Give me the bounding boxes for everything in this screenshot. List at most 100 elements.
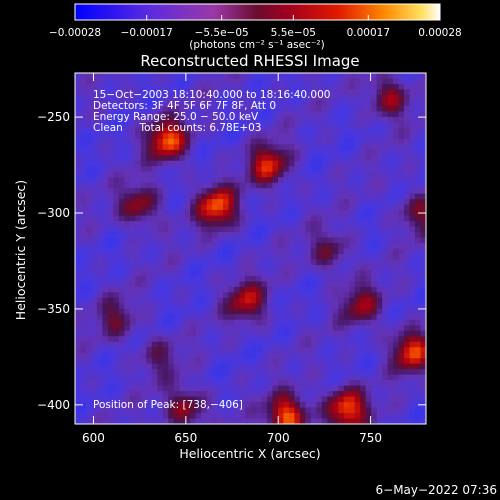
heatmap-cell [316,413,323,419]
heatmap-cell [382,188,389,195]
heatmap-cell [234,264,240,271]
heatmap-cell [382,319,389,326]
heatmap-cell [305,281,312,288]
heatmap-cell [398,275,405,282]
heatmap-cell [234,358,240,365]
image-plot [75,73,426,424]
heatmap-cell [404,369,410,376]
heatmap-cell [201,144,208,151]
heatmap-cell [310,78,317,85]
heatmap-cell [80,111,87,118]
heatmap-cell [245,171,251,178]
heatmap-cell [217,122,224,129]
heatmap-cell [321,336,328,343]
heatmap-cell [91,380,98,387]
heatmap-cell [96,259,103,266]
heatmap-cell [135,243,142,249]
heatmap-cell [140,105,147,112]
heatmap-cell [217,133,224,140]
heatmap-cell [305,188,312,195]
heatmap-cell [124,149,131,156]
heatmap-cell [310,358,317,365]
heatmap-cell [332,297,339,304]
heatmap-cell [415,308,421,315]
heatmap-cell [102,204,109,211]
heatmap-cell [157,303,164,310]
heatmap-cell [332,210,339,216]
heatmap-cell [234,374,240,381]
heatmap-cell [212,199,218,206]
heatmap-cell [135,105,142,112]
heatmap-cell [201,281,208,288]
heatmap-cell [129,193,136,200]
heatmap-cell [349,396,356,403]
heatmap-cell [206,248,213,255]
heatmap-cell [113,204,120,211]
heatmap-cell [283,160,290,167]
heatmap-cell [343,221,350,227]
heatmap-cell [162,204,169,211]
heatmap-cell [294,83,301,90]
heatmap-cell [113,325,120,332]
heatmap-cell [135,100,142,107]
heatmap-cell [327,83,334,90]
heatmap-cell [365,210,372,216]
heatmap-cell [201,413,208,419]
heatmap-cell [398,380,405,387]
heatmap-cell [354,248,361,255]
heatmap-cell [310,341,317,348]
heatmap-cell [146,116,153,123]
heatmap-cell [179,347,186,354]
heatmap-cell [250,116,257,123]
heatmap-cell [157,232,164,238]
heatmap-cell [255,363,262,370]
heatmap-cell [327,297,334,304]
heatmap-cell [135,396,142,403]
heatmap-cell [365,105,372,112]
heatmap-cell [102,292,109,299]
heatmap-cell [277,418,284,424]
heatmap-cell [305,204,312,211]
heatmap-cell [393,122,399,129]
x-tick-label: 600 [82,431,105,445]
heatmap-cell [376,155,383,162]
heatmap-cell [113,215,120,222]
heatmap-cell [85,177,92,184]
heatmap-cell [305,319,312,326]
heatmap-cell [332,341,339,348]
heatmap-cell [261,270,268,277]
heatmap-cell [107,127,114,134]
heatmap-cell [102,286,109,293]
heatmap-cell [415,149,421,156]
heatmap-cell [371,144,378,151]
heatmap-cell [75,259,81,266]
heatmap-cell [288,193,295,200]
heatmap-cell [195,259,202,266]
heatmap-cell [140,281,147,288]
heatmap-cell [129,177,136,184]
heatmap-cell [283,396,290,403]
heatmap-cell [124,210,131,216]
heatmap-cell [151,314,158,321]
heatmap-cell [245,237,251,244]
heatmap-cell [409,89,416,96]
heatmap-cell [201,347,208,354]
heatmap-cell [129,369,136,376]
heatmap-cell [266,127,273,134]
heatmap-cell [151,226,158,233]
heatmap-cell [223,243,229,249]
heatmap-cell [283,221,290,227]
heatmap-cell [261,100,268,107]
heatmap-cell [80,177,87,184]
heatmap-cell [316,358,323,365]
heatmap-cell [212,391,218,397]
heatmap-cell [409,407,416,414]
heatmap-cell [96,363,103,370]
heatmap-cell [190,325,197,332]
heatmap-cell [228,369,235,376]
heatmap-cell [404,111,410,118]
heatmap-cell [146,111,153,118]
heatmap-cell [393,171,399,178]
heatmap-cell [387,193,394,200]
heatmap-cell [184,133,191,140]
